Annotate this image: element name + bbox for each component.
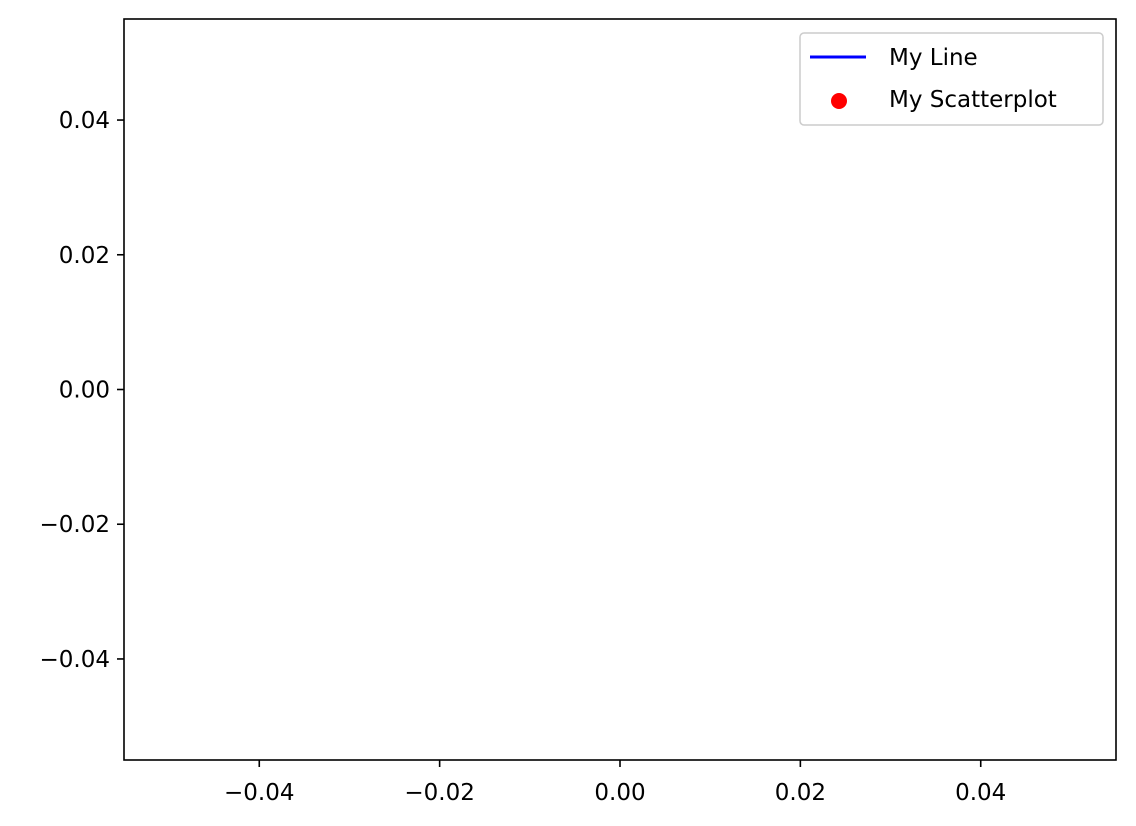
y-tick-label: −0.04: [40, 647, 110, 673]
legend-label-line: My Line: [889, 45, 978, 71]
y-tick-label: 0.04: [59, 108, 110, 134]
legend-box: [799, 32, 1104, 126]
y-tick-label: 0.02: [59, 243, 110, 269]
y-axis: −0.04 −0.02 0.00 0.02 0.04: [40, 108, 124, 673]
x-tick-label: 0.00: [594, 780, 645, 806]
y-tick-label: −0.02: [40, 512, 110, 538]
legend-label-scatter: My Scatterplot: [889, 87, 1057, 113]
x-tick-label: −0.02: [404, 780, 474, 806]
plot-area: [123, 18, 1117, 761]
legend: My Line My Scatterplot: [799, 32, 1104, 126]
x-tick-label: 0.02: [775, 780, 826, 806]
plot-frame: [123, 18, 1117, 761]
x-axis: −0.04 −0.02 0.00 0.02 0.04: [224, 760, 1006, 806]
x-tick-label: 0.04: [955, 780, 1006, 806]
y-tick-label: 0.00: [59, 378, 110, 404]
x-tick-label: −0.04: [224, 780, 294, 806]
legend-scatter-swatch: [831, 93, 847, 109]
